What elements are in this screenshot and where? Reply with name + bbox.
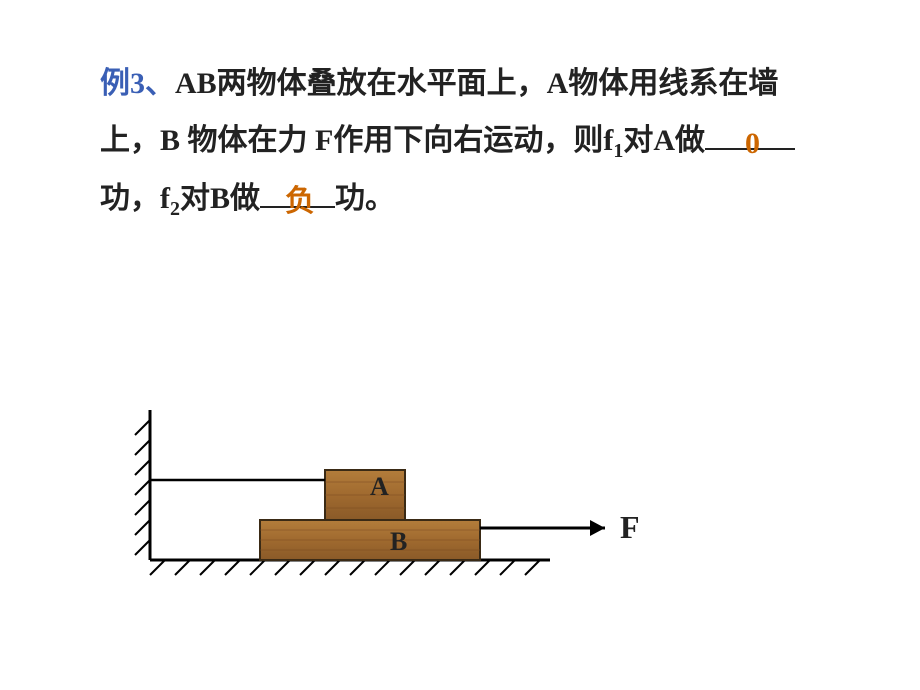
problem-text: 例3、AB两物体叠放在水平面上，A物体用线系在墙上，B 物体在力 F作用下向右运… bbox=[100, 55, 830, 228]
subscript-1: 1 bbox=[613, 140, 623, 162]
blank-2: 负 bbox=[260, 178, 335, 208]
force-arrow-head bbox=[590, 520, 605, 536]
text-part-3: 功，f bbox=[100, 182, 170, 215]
example-label: 例3、 bbox=[100, 67, 175, 100]
physics-diagram: A B F bbox=[130, 400, 680, 600]
label-f: F bbox=[620, 509, 640, 545]
answer-2: 负 bbox=[285, 173, 315, 230]
text-part-5: 功。 bbox=[335, 182, 395, 215]
blank-1: 0 bbox=[705, 120, 795, 150]
answer-1: 0 bbox=[745, 115, 760, 172]
subscript-2: 2 bbox=[170, 198, 180, 220]
text-part-4: 对B做 bbox=[180, 182, 260, 215]
label-a: A bbox=[370, 472, 389, 501]
label-b: B bbox=[390, 527, 407, 556]
text-part-2: 对A做 bbox=[623, 124, 705, 157]
